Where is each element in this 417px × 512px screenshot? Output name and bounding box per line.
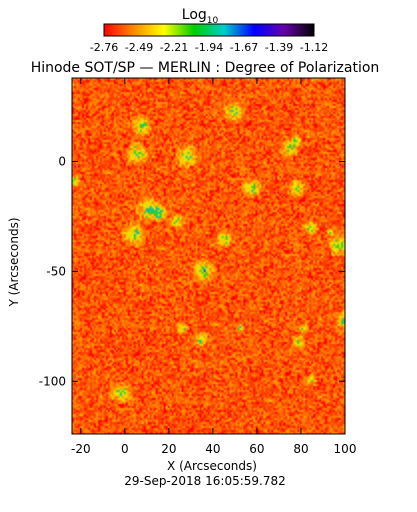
plot-frame <box>71 77 346 435</box>
x-tick-label: -20 <box>71 442 91 456</box>
timestamp: 29-Sep-2018 16:05:59.782 <box>124 474 286 488</box>
x-axis: -20 0 20 40 60 80 100 <box>71 78 356 456</box>
y-axis-label: Y (Arcseconds) <box>7 217 21 307</box>
x-axis-label: X (Arcseconds) <box>167 459 257 473</box>
y-tick-label: 0 <box>58 155 66 169</box>
heatmap-image <box>72 78 345 434</box>
x-tick-label: 20 <box>161 442 176 456</box>
chart-title: Hinode SOT/SP — MERLIN : Degree of Polar… <box>31 60 380 76</box>
colorbar-tick-label: -1.39 <box>265 41 293 54</box>
colorbar-tick-label: -1.12 <box>300 41 328 54</box>
colorbar-tick-label: -2.49 <box>125 41 153 54</box>
colorbar-tick-labels: -2.76 -2.49 -2.21 -1.94 -1.67 -1.39 -1.12 <box>90 41 328 54</box>
colorbar-tick-label: -2.21 <box>160 41 188 54</box>
x-tick-label: 80 <box>293 442 308 456</box>
colorbar-tick-label: -1.67 <box>230 41 258 54</box>
x-tick-label: 0 <box>121 442 129 456</box>
y-tick-label: -50 <box>46 264 66 278</box>
x-tick-label: 100 <box>334 442 357 456</box>
colorbar-tick-label: -2.76 <box>90 41 118 54</box>
colorbar-title: Log10 <box>182 7 219 26</box>
y-tick-label: -100 <box>39 374 66 388</box>
colorbar-tick-label: -1.94 <box>195 41 223 54</box>
x-tick-label: 40 <box>205 442 220 456</box>
y-axis: 0 -50 -100 <box>39 155 345 388</box>
x-tick-label: 60 <box>249 442 264 456</box>
colorbar <box>103 23 315 37</box>
